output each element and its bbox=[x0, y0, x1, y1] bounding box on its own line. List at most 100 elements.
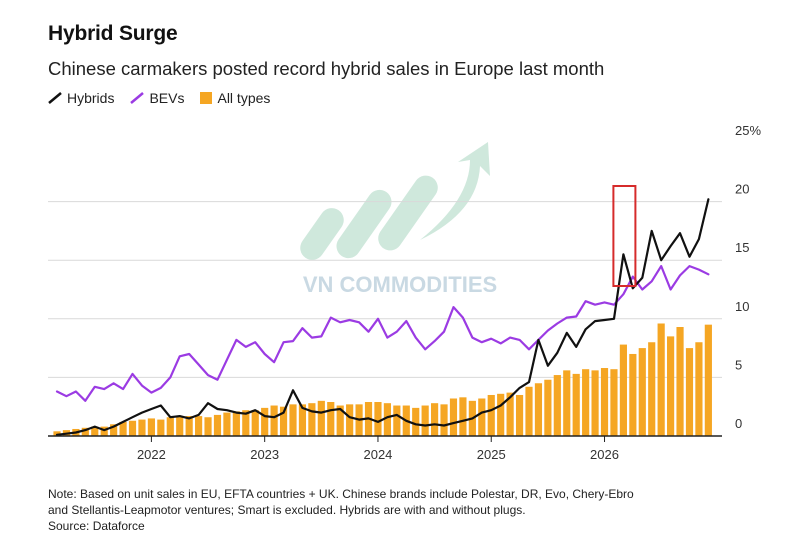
bar-all-types bbox=[251, 410, 259, 436]
bar-all-types bbox=[166, 417, 174, 436]
watermark-text: VN COMMODITIES bbox=[303, 272, 497, 297]
bar-all-types bbox=[610, 369, 618, 436]
legend-item-bevs: BEVs bbox=[130, 90, 184, 106]
bar-all-types bbox=[204, 417, 212, 436]
bar-all-types bbox=[449, 398, 458, 436]
chart-subtitle: Chinese carmakers posted record hybrid s… bbox=[48, 58, 605, 79]
bar-all-types bbox=[582, 369, 590, 436]
legend-bevs-line-icon bbox=[130, 92, 145, 104]
bar-all-types bbox=[91, 426, 99, 436]
watermark-arrow bbox=[420, 142, 490, 240]
bar-all-types bbox=[185, 416, 193, 436]
bar-all-types bbox=[506, 392, 514, 436]
bar-all-types bbox=[261, 407, 269, 436]
y-tick-label-2: 10 bbox=[735, 299, 749, 314]
bar-all-types bbox=[525, 386, 533, 436]
legend: Hybrids BEVs All types bbox=[48, 90, 286, 106]
bar-all-types bbox=[223, 412, 231, 436]
y-axis: 0 5 10 15 20 25% bbox=[735, 123, 761, 431]
bar-all-types bbox=[563, 370, 571, 436]
bar-all-types bbox=[327, 402, 335, 436]
bar-all-types bbox=[157, 419, 165, 436]
x-tick-label-3: 2025 bbox=[477, 447, 506, 462]
legend-all-types-square-icon bbox=[200, 92, 213, 104]
y-tick-label-1: 5 bbox=[735, 357, 742, 372]
bar-all-types bbox=[336, 405, 344, 436]
bar-all-types bbox=[81, 427, 89, 436]
bar-all-types bbox=[648, 342, 656, 436]
bar-all-types bbox=[289, 404, 297, 436]
note-line-3: Source: Dataforce bbox=[48, 519, 145, 533]
bar-all-types bbox=[213, 414, 222, 436]
bar-all-types bbox=[374, 402, 382, 436]
watermark-bar-3 bbox=[378, 175, 438, 251]
x-tick-label-2: 2024 bbox=[363, 447, 392, 462]
y-tick-label-0: 0 bbox=[735, 416, 742, 431]
bar-all-types bbox=[431, 403, 439, 436]
line-hybrids bbox=[55, 198, 710, 436]
note-line-2: and Stellantis-Leapmotor ventures; Smart… bbox=[48, 503, 526, 517]
chart-title: Hybrid Surge bbox=[48, 22, 178, 45]
watermark-bar-2 bbox=[336, 189, 392, 259]
y-tick-label-3: 15 bbox=[735, 240, 749, 255]
legend-hybrids-line-icon bbox=[48, 92, 62, 104]
bar-all-types bbox=[619, 344, 627, 436]
bar-all-types bbox=[412, 407, 420, 436]
bar-all-types bbox=[459, 397, 467, 436]
bar-all-types bbox=[534, 383, 543, 436]
x-tick-label-1: 2023 bbox=[250, 447, 279, 462]
bar-all-types bbox=[138, 419, 146, 436]
highlight-box bbox=[612, 185, 637, 287]
bar-all-types bbox=[195, 416, 203, 436]
y-tick-label-5: 25% bbox=[735, 123, 761, 138]
bar-series-all-types bbox=[53, 323, 712, 436]
bar-all-types bbox=[110, 424, 118, 436]
bar-all-types bbox=[667, 336, 675, 436]
bar-all-types bbox=[119, 421, 127, 436]
bar-all-types bbox=[657, 323, 665, 436]
legend-label-hybrids: Hybrids bbox=[67, 90, 115, 106]
bar-all-types bbox=[147, 418, 155, 436]
bar-all-types bbox=[638, 348, 646, 436]
x-tick-label-4: 2026 bbox=[590, 447, 619, 462]
bar-all-types bbox=[100, 426, 108, 436]
bar-all-types bbox=[279, 406, 288, 436]
legend-item-all-types: All types bbox=[200, 90, 270, 106]
bar-all-types bbox=[53, 431, 61, 436]
line-bevs bbox=[55, 265, 710, 402]
bar-all-types bbox=[487, 394, 495, 436]
legend-item-hybrids: Hybrids bbox=[48, 90, 114, 106]
bar-all-types bbox=[676, 327, 684, 436]
x-axis: 2022 2023 2024 2025 2026 bbox=[48, 435, 722, 462]
bar-all-types bbox=[600, 368, 609, 436]
bar-all-types bbox=[242, 410, 250, 436]
bar-all-types bbox=[515, 394, 524, 436]
bar-all-types bbox=[685, 348, 694, 436]
bar-all-types bbox=[695, 342, 703, 436]
bar-all-types bbox=[346, 404, 354, 436]
bar-all-types bbox=[591, 370, 599, 436]
highlight-rectangle bbox=[612, 185, 637, 287]
bar-all-types bbox=[176, 417, 184, 436]
bar-all-types bbox=[544, 379, 552, 436]
watermark-bar-1 bbox=[300, 208, 344, 260]
y-tick-label-4: 20 bbox=[735, 182, 749, 197]
bar-all-types bbox=[270, 405, 278, 436]
bar-all-types bbox=[440, 404, 448, 436]
line-series bbox=[55, 198, 710, 436]
chart-note: Note: Based on unit sales in EU, EFTA co… bbox=[48, 486, 748, 534]
bar-all-types bbox=[478, 398, 486, 436]
bar-all-types bbox=[629, 353, 637, 436]
bar-all-types bbox=[572, 373, 580, 436]
bar-all-types bbox=[308, 403, 316, 436]
bar-all-types bbox=[704, 324, 712, 436]
bar-all-types bbox=[232, 411, 240, 436]
legend-label-bevs: BEVs bbox=[149, 90, 185, 106]
watermark: VN COMMODITIES bbox=[300, 142, 497, 297]
bar-all-types bbox=[383, 403, 391, 436]
bar-all-types bbox=[298, 404, 307, 436]
note-line-1: Note: Based on unit sales in EU, EFTA co… bbox=[48, 487, 634, 501]
legend-label-all-types: All types bbox=[217, 90, 271, 106]
bar-all-types bbox=[421, 405, 429, 436]
